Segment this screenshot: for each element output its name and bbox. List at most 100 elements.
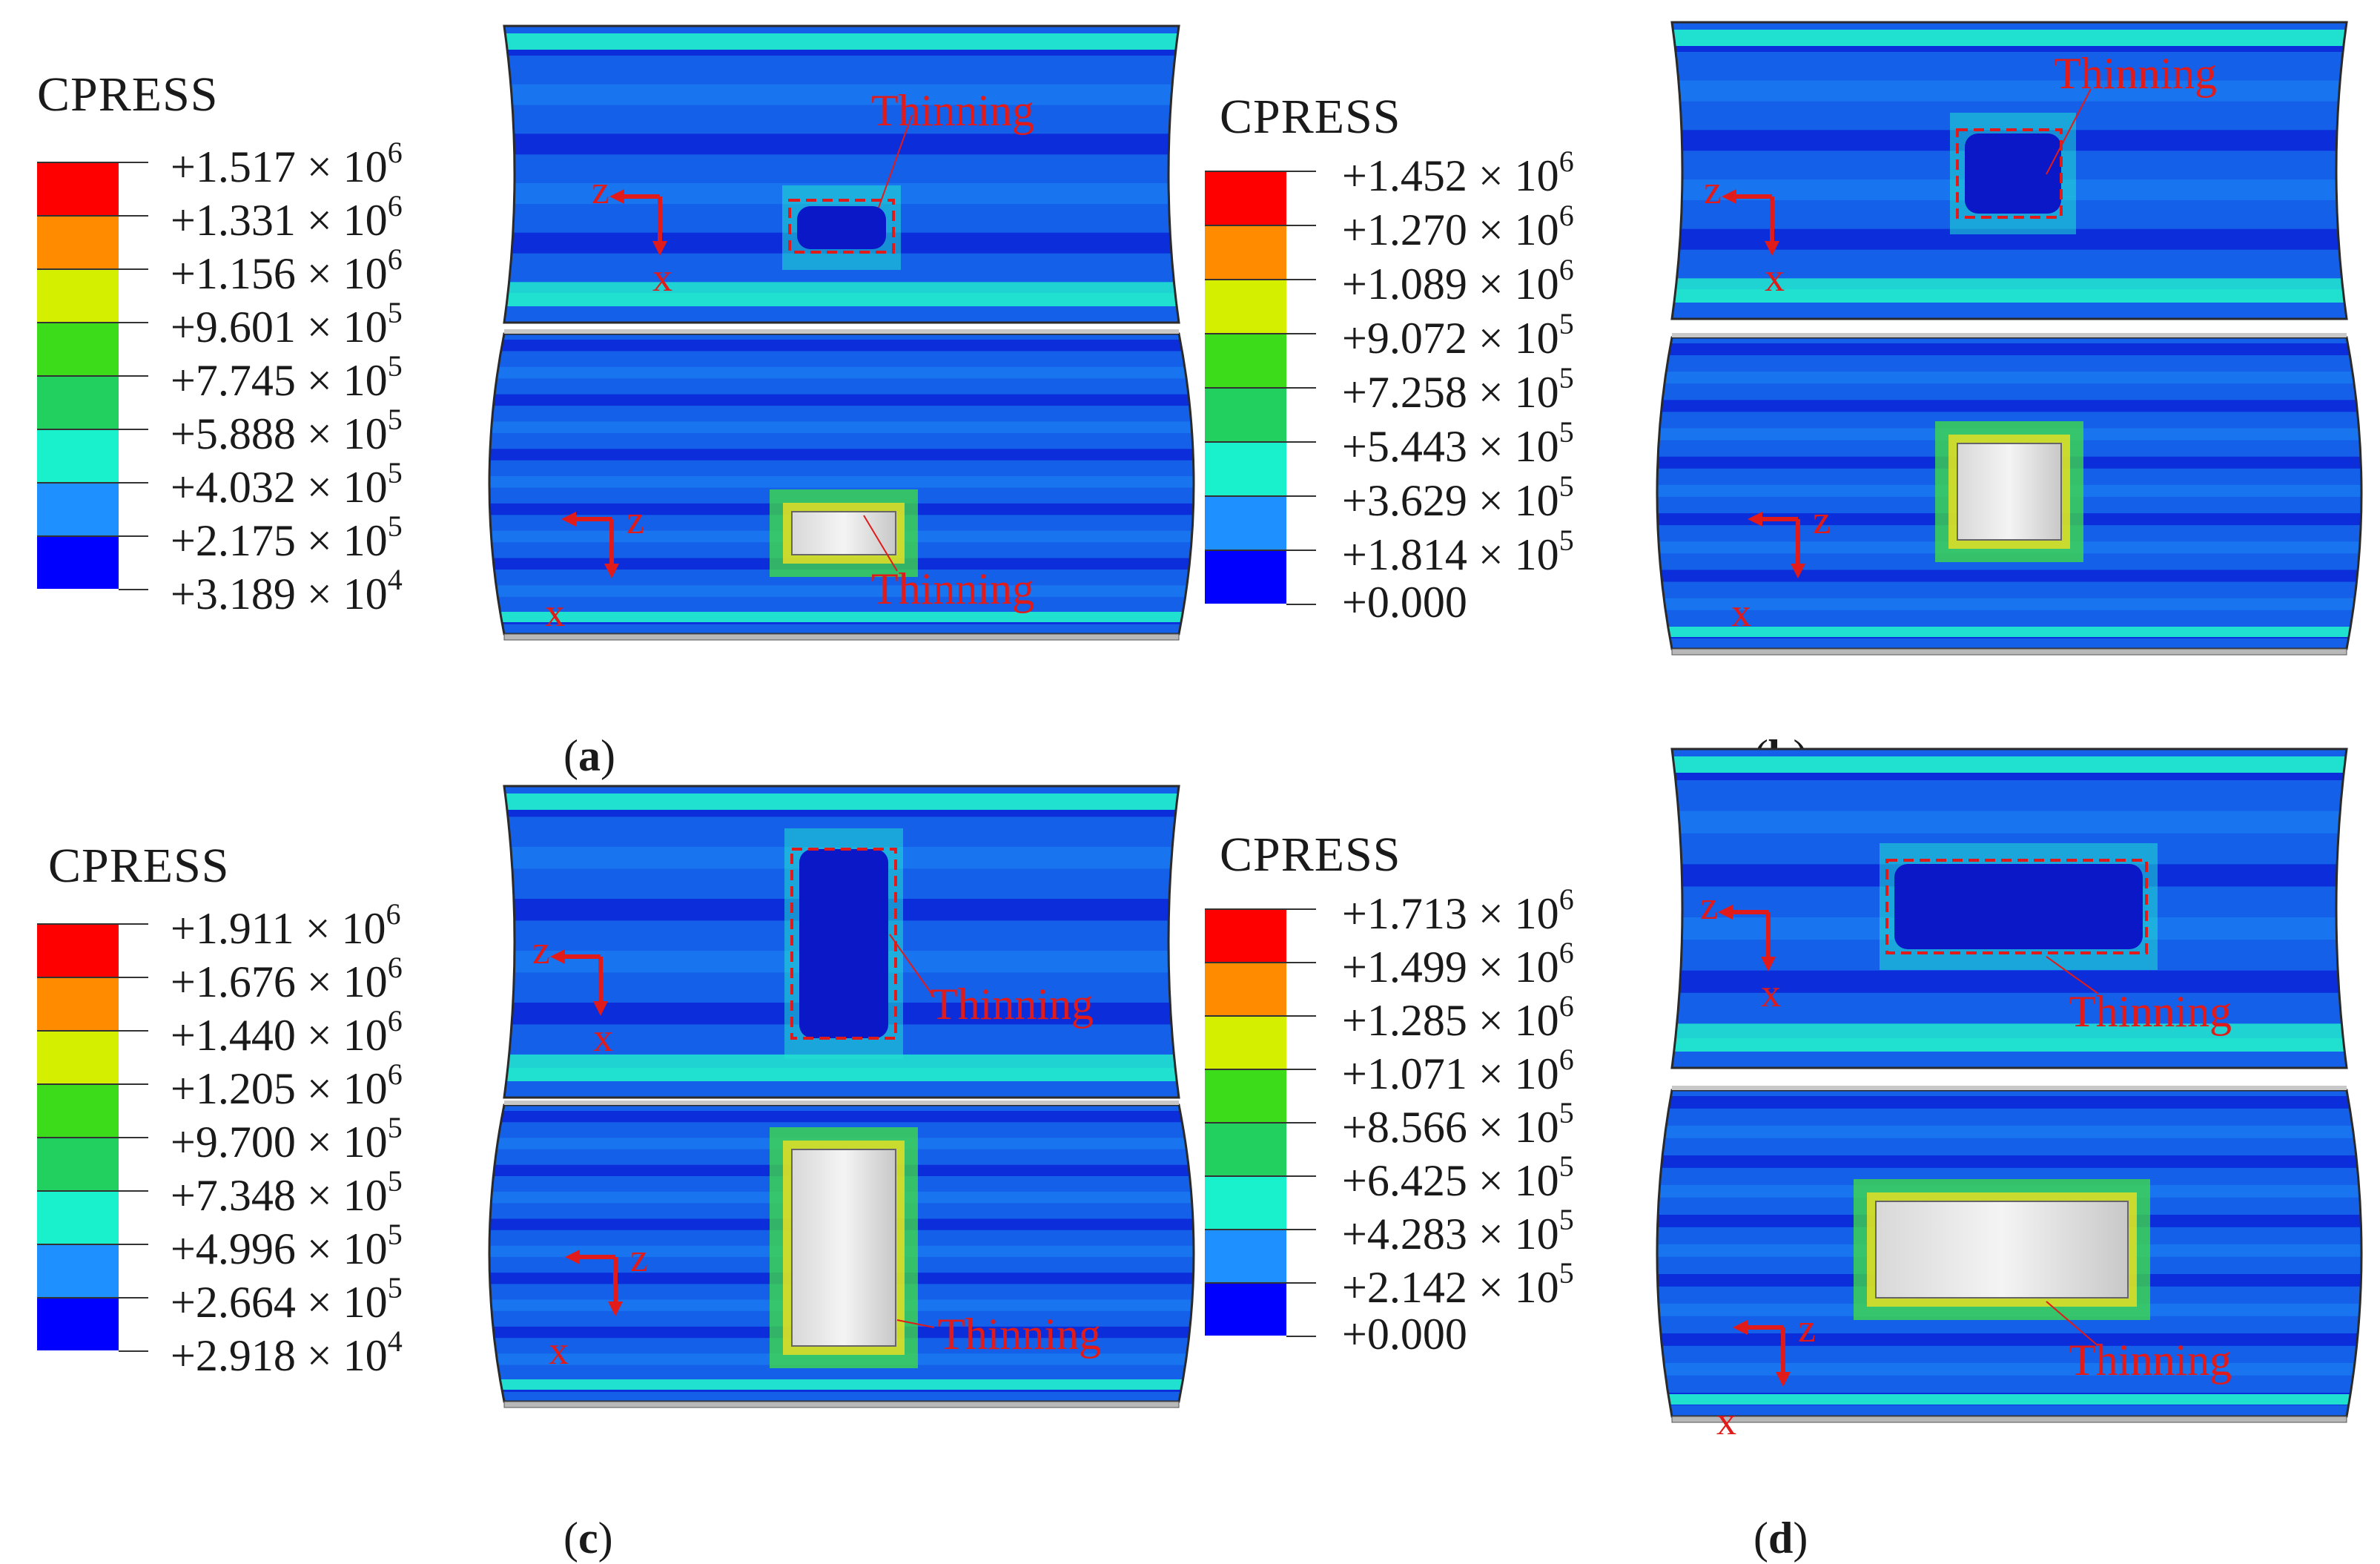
mesh-band-edge	[1672, 1038, 2347, 1052]
bottom-axes-x-arrowhead	[1791, 564, 1805, 578]
top-axes-x-arrowhead	[1765, 241, 1779, 256]
legend-tick	[1286, 279, 1316, 280]
legend-tick	[119, 923, 148, 925]
top-axis-z-label: z	[1704, 168, 1722, 212]
legend-value-mantissa: +0.000	[1342, 1310, 1467, 1359]
mesh-band	[1657, 598, 2361, 610]
mesh-outline	[503, 24, 1180, 324]
legend-value: +7.745 × 105	[171, 349, 403, 406]
legend-value-mantissa: +9.601 × 10	[171, 303, 388, 352]
mesh-band-edge	[489, 612, 1194, 622]
mesh-band-edge	[1657, 1394, 2361, 1405]
mesh-band	[489, 449, 1194, 461]
mesh-band	[489, 585, 1194, 597]
legend-swatch	[1205, 550, 1286, 604]
thinning-leader-top	[2046, 88, 2092, 175]
legend-value: +1.452 × 106	[1342, 144, 1574, 202]
legend-value: +1.676 × 106	[171, 950, 403, 1008]
legend-swatch	[1205, 1015, 1286, 1069]
legend-value-mantissa: +4.996 × 10	[171, 1224, 388, 1273]
legend-value-mantissa: +1.440 × 10	[171, 1011, 388, 1060]
legend-tick	[119, 375, 148, 377]
legend-swatch	[37, 1297, 119, 1350]
mesh-band	[1657, 1096, 2361, 1109]
legend-value: +7.258 × 105	[1342, 360, 1574, 418]
bottom-axis-z-label: z	[1813, 498, 1831, 542]
legend-value-exponent: 6	[387, 242, 403, 276]
mesh-band	[1657, 1126, 2361, 1138]
legend-value-mantissa: +9.072 × 10	[1342, 314, 1559, 363]
legend-value-exponent: 5	[387, 1111, 403, 1144]
legend-value: +8.566 × 105	[1342, 1095, 1574, 1153]
mesh-band-edge	[1657, 627, 2361, 637]
thinning-leader-top	[2046, 956, 2099, 994]
legend-value-mantissa: +5.888 × 10	[171, 409, 388, 458]
top-axis-x-label: x	[652, 255, 672, 300]
legend-value-exponent: 5	[387, 403, 403, 436]
top-axis-z-label: z	[1700, 883, 1718, 928]
top-axis-x-label: x	[1761, 971, 1781, 1015]
bottom-axis-x-label: x	[549, 1328, 569, 1373]
bottom-axes-x-arrowhead	[1776, 1372, 1791, 1387]
legend-value-exponent: 5	[1558, 361, 1574, 395]
legend-value-mantissa: +3.189 × 10	[171, 570, 388, 618]
thinning-leader-top	[878, 114, 913, 208]
legend-value-mantissa: +1.071 × 10	[1342, 1049, 1559, 1098]
mesh-base-plate	[503, 1401, 1180, 1408]
thinning-region	[1894, 864, 2143, 949]
mesh-base-plate	[1671, 1416, 2347, 1423]
thinning-annotation-top: Thinning	[2069, 987, 2232, 1036]
thinning-cutout	[1957, 443, 2062, 541]
legend-value-mantissa: +2.918 × 10	[171, 1331, 388, 1380]
mesh-band	[1657, 372, 2361, 384]
bottom-axes-z-arrowhead	[1748, 512, 1762, 527]
legend-value: +9.700 × 105	[171, 1110, 403, 1168]
thinning-marker-box	[1885, 859, 2148, 954]
legend-value-mantissa: +1.911 × 10	[171, 904, 386, 953]
legend-swatch	[37, 375, 119, 429]
legend-value: +1.156 × 106	[171, 242, 403, 300]
top-axes-z-arrowhead	[1718, 905, 1733, 920]
legend-value: +1.440 × 106	[171, 1003, 403, 1061]
legend-value: +6.425 × 105	[1342, 1149, 1574, 1207]
thinning-marker-box	[788, 199, 895, 254]
legend-value-mantissa: +7.348 × 10	[171, 1171, 388, 1220]
mesh-outline	[1670, 21, 2348, 320]
top-axes-x-arrowhead	[593, 1001, 608, 1016]
bottom-axis-z-label: z	[630, 1235, 648, 1280]
mesh-band	[1672, 970, 2347, 993]
legend-value-exponent: 6	[1558, 199, 1574, 232]
bottom-axis-x-label: x	[1731, 590, 1751, 635]
legend-value-mantissa: +1.089 × 10	[1342, 260, 1559, 308]
legend-tick	[119, 1137, 148, 1138]
legend-tick	[119, 1244, 148, 1245]
legend-swatch	[37, 482, 119, 535]
legend-value-mantissa: +1.499 × 10	[1342, 943, 1559, 991]
mesh-band	[1657, 343, 2361, 356]
bottom-axis-z-label: z	[627, 498, 644, 542]
legend-swatch	[37, 1244, 119, 1297]
thinning-region	[1965, 133, 2061, 214]
legend-tick	[1286, 1175, 1316, 1177]
legend-tick	[119, 162, 148, 163]
bottom-axes-z-arrowhead	[565, 1250, 580, 1264]
legend-swatch	[1205, 1282, 1286, 1336]
thinning-leader-top	[889, 934, 935, 998]
legend-value-mantissa: +2.175 × 10	[171, 516, 388, 565]
panel-label-close: )	[1793, 1514, 1808, 1563]
mesh-band-edge	[1672, 289, 2347, 303]
legend-swatch	[37, 535, 119, 589]
legend-swatch	[1205, 279, 1286, 333]
legend-swatch	[1205, 333, 1286, 387]
legend-value-mantissa: +6.425 × 10	[1342, 1156, 1559, 1205]
panel-label-close: )	[600, 731, 615, 780]
mesh-band	[489, 394, 1194, 406]
legend-swatch	[37, 429, 119, 482]
legend-value: +2.918 × 104	[171, 1324, 403, 1382]
legend-tick	[1286, 604, 1316, 605]
legend-swatch	[1205, 908, 1286, 962]
mesh-base-plate	[503, 633, 1180, 641]
bottom-axes-x-arrowhead	[604, 564, 619, 578]
